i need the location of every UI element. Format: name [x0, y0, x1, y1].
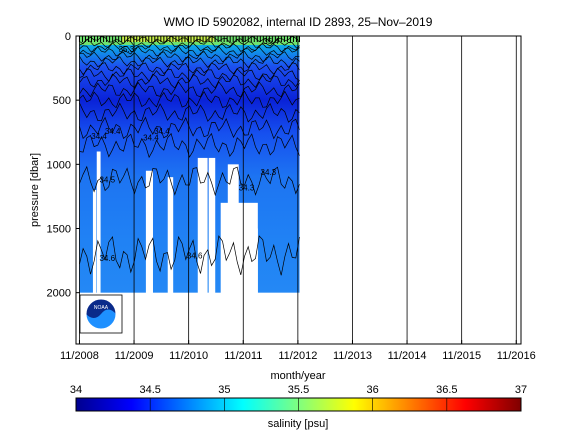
contour-label: 34.6: [99, 254, 115, 263]
x-tick-label: 11/2016: [497, 350, 536, 362]
data-gap: [167, 177, 174, 295]
x-tick-label: 11/2012: [278, 350, 317, 362]
colorbar-tick-label: 35.5: [288, 384, 309, 396]
y-tick-label: 1500: [47, 224, 71, 236]
salinity-field: [79, 36, 300, 293]
salinity-contour-line: [79, 235, 300, 276]
salinity-contour-line: [79, 102, 300, 123]
data-gap: [92, 190, 97, 295]
y-tick-label: 2000: [47, 288, 71, 300]
contour-label: 34.5: [99, 176, 115, 185]
contour-label: 35.3: [119, 45, 135, 54]
plot-frame: [75, 35, 522, 345]
profile-markers: [78, 36, 301, 42]
colorbar-tick-label: 36: [367, 384, 379, 396]
x-tick-label: 11/2009: [115, 350, 154, 362]
noaa-logo: NOAA: [79, 294, 123, 334]
x-axis: 11/2008 11/2009 11/2010 11/2011 11/2012 11/20…: [60, 340, 536, 362]
contour-label: 34.3: [261, 168, 277, 177]
colorbar-tick-label: 36.5: [436, 384, 457, 396]
chart-title: WMO ID 5902082, internal ID 2893, 25–Nov…: [164, 15, 433, 29]
contour-label: 34.4: [143, 133, 159, 142]
contour-label: 34.4: [154, 127, 170, 136]
salinity-contour-line: [79, 45, 300, 57]
colorbar-tick-label: 37: [515, 384, 527, 396]
data-gap: [197, 157, 208, 295]
contour-labels: 34.434.434.434.434.534.6 34.634.334.335.3…: [91, 37, 279, 263]
x-tick-label: 11/2014: [388, 350, 427, 362]
salinity-contour-line: [79, 42, 300, 53]
y-axis-title: pressure [dbar]: [29, 153, 41, 227]
data-gap: [208, 157, 216, 295]
contour-label: 34.4: [105, 127, 121, 136]
y-tick-label: 0: [65, 31, 71, 43]
salinity-contour-line: [79, 73, 300, 89]
x-tick-label: 11/2015: [442, 350, 481, 362]
contour-label: 34.4: [91, 132, 107, 141]
y-tick-label: 1000: [47, 159, 71, 171]
svg-text:NOAA: NOAA: [94, 305, 109, 311]
contour-label: 34.3: [239, 183, 255, 192]
salinity-contour-line: [79, 132, 300, 159]
colorbar-tick-label: 34.5: [139, 384, 160, 396]
salinity-contour-line: [79, 90, 300, 109]
colorbar-tick-label: 34: [70, 384, 82, 396]
y-axis: 0 500 1000 1500 2000: [47, 31, 80, 300]
data-gap: [241, 228, 258, 295]
x-tick-label: 11/2013: [333, 350, 372, 362]
data-gap: [227, 164, 239, 295]
y-tick-label: 500: [53, 95, 71, 107]
data-gap: [145, 170, 153, 295]
salinity-contour-line: [79, 62, 300, 76]
x-tick-label: 11/2011: [224, 350, 262, 362]
x-tick-label: 11/2010: [169, 350, 208, 362]
colorbar-label: salinity [psu]: [268, 418, 329, 430]
contour-label: 35.4: [263, 37, 279, 46]
colorbar-tick-label: 35: [218, 384, 230, 396]
x-tick-label: 11/2008: [60, 350, 99, 362]
x-axis-title: month/year: [270, 370, 325, 382]
data-gaps: [92, 151, 258, 295]
salinity-contour-line: [79, 116, 300, 140]
salinity-contour-line: [79, 165, 300, 197]
salinity-contour-line: [79, 81, 300, 98]
salinity-contour-line: [79, 56, 300, 69]
data-gap: [96, 151, 101, 295]
salinity-field-fill: [79, 36, 300, 293]
contour-label: 34.6: [187, 251, 203, 260]
colorbar-ticks: 34 34.5 35 35.5 36 36.5 37: [70, 384, 527, 411]
